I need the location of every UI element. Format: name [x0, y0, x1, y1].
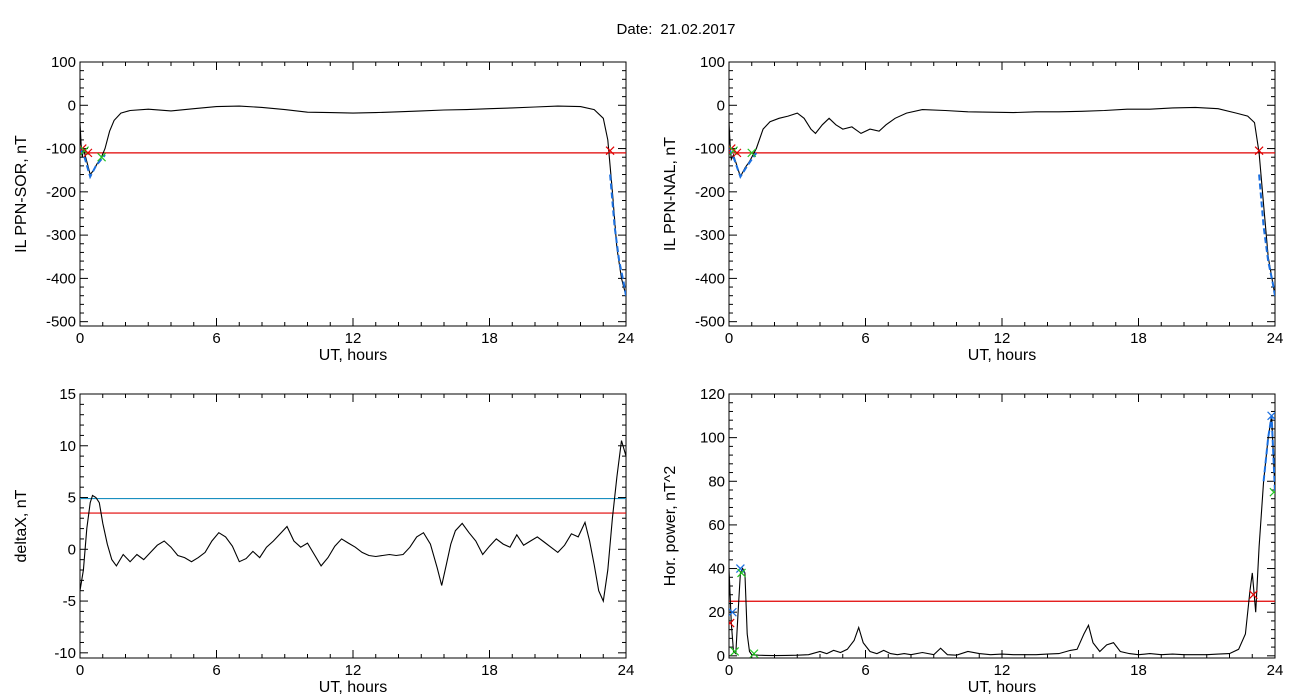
- y-axis-label: IL PPN-SOR, nT: [13, 135, 30, 253]
- x-axis-label: UT, hours: [319, 347, 387, 364]
- x-tick-label: 0: [725, 330, 733, 347]
- x-tick-label: 6: [212, 662, 220, 679]
- x-tick-label: 24: [1267, 330, 1284, 347]
- x-tick-label: 6: [861, 662, 869, 679]
- data-marker: [1254, 146, 1264, 156]
- y-tick-label: -400: [695, 270, 725, 287]
- y-tick-label: -300: [695, 227, 725, 244]
- x-tick-label: 18: [481, 330, 498, 347]
- plot-area: [729, 106, 1275, 296]
- data-marker: [747, 148, 757, 158]
- y-tick-label: 0: [717, 97, 725, 114]
- y-tick-label: -300: [46, 227, 76, 244]
- chart-panel-hor_power: 0 6 12 18 24 120 100 80 60 40 20 0 UT, hours Hor. pow…: [662, 386, 1283, 696]
- y-tick-label: 20: [708, 604, 725, 621]
- data-marker: [605, 146, 615, 156]
- y-tick-label: 100: [700, 430, 725, 447]
- y-tick-label: 0: [68, 541, 76, 558]
- x-tick-label: 0: [76, 330, 84, 347]
- y-tick-label: -200: [695, 184, 725, 201]
- x-tick-label: 12: [345, 330, 362, 347]
- highlight-segment: [1262, 415, 1275, 493]
- x-axis-label: UT, hours: [968, 347, 1036, 364]
- chart-panel-il_sor: 0 6 12 18 24 100 0 -100 -200 -300 -400 -500 UT, hour…: [13, 54, 634, 364]
- data-marker: [1267, 411, 1275, 421]
- series-line: [80, 440, 626, 604]
- data-marker: [737, 568, 746, 578]
- plot-frame: [728, 393, 1276, 659]
- figure-title: Date: 21.02.2017: [617, 21, 736, 38]
- x-tick-label: 6: [861, 330, 869, 347]
- plot-frame: [79, 393, 627, 659]
- y-axis-label: Hor. power, nT^2: [662, 466, 679, 587]
- data-marker: [1269, 487, 1275, 497]
- y-tick-label: 60: [708, 517, 725, 534]
- y-tick-label: -10: [54, 645, 76, 662]
- x-tick-label: 24: [618, 662, 635, 679]
- y-tick-label: -5: [63, 593, 76, 610]
- plot-area: [80, 440, 626, 604]
- y-tick-label: 100: [51, 54, 76, 71]
- data-marker: [732, 148, 742, 158]
- y-tick-label: -100: [695, 141, 725, 158]
- x-tick-label: 12: [345, 662, 362, 679]
- x-axis-label: UT, hours: [968, 679, 1036, 696]
- highlight-segment: [609, 174, 626, 296]
- y-tick-label: 40: [708, 561, 725, 578]
- y-tick-label: 120: [700, 386, 725, 403]
- x-tick-label: 12: [994, 662, 1011, 679]
- y-tick-label: 15: [59, 386, 76, 403]
- y-tick-label: 0: [717, 648, 725, 665]
- x-axis-label: UT, hours: [319, 679, 387, 696]
- y-tick-label: -500: [46, 314, 76, 331]
- chart-panel-il_nal: 0 6 12 18 24 100 0 -100 -200 -300 -400 -500 UT, hour…: [662, 54, 1283, 364]
- y-tick-label: 0: [68, 97, 76, 114]
- plot-area: [729, 411, 1275, 658]
- data-marker: [729, 607, 737, 617]
- data-marker: [97, 152, 107, 162]
- x-tick-label: 0: [725, 662, 733, 679]
- data-marker: [730, 647, 740, 656]
- data-marker: [83, 148, 93, 158]
- x-tick-label: 18: [481, 662, 498, 679]
- y-tick-label: 5: [68, 490, 76, 507]
- highlight-segment: [80, 148, 106, 180]
- y-tick-label: -100: [46, 141, 76, 158]
- x-tick-label: 6: [212, 330, 220, 347]
- data-marker: [749, 649, 759, 658]
- highlight-segment: [1258, 174, 1275, 296]
- data-marker: [729, 618, 735, 628]
- y-tick-label: -500: [695, 314, 725, 331]
- series-line: [729, 415, 1275, 657]
- chart-panel-deltax: 0 6 12 18 24 15 10 5 0 -5 -10 UT, hours deltaX, nT: [13, 386, 634, 696]
- series-line: [80, 105, 626, 296]
- y-tick-label: -200: [46, 184, 76, 201]
- y-tick-label: 10: [59, 438, 76, 455]
- y-tick-label: -400: [46, 270, 76, 287]
- x-tick-label: 0: [76, 662, 84, 679]
- x-tick-label: 24: [618, 330, 635, 347]
- plot-frame: [728, 61, 1276, 327]
- y-axis-label: IL PPN-NAL, nT: [662, 137, 679, 251]
- plot-area: [80, 105, 626, 296]
- date-value: 21.02.2017: [660, 21, 735, 38]
- x-tick-label: 12: [994, 330, 1011, 347]
- plot-frame: [79, 61, 627, 327]
- x-tick-label: 24: [1267, 662, 1284, 679]
- y-axis-label: deltaX, nT: [13, 489, 30, 562]
- highlight-segment: [729, 148, 758, 179]
- y-tick-label: 100: [700, 54, 725, 71]
- date-prefix: Date:: [617, 21, 653, 38]
- series-line: [729, 106, 1275, 296]
- x-tick-label: 18: [1130, 330, 1147, 347]
- x-tick-label: 18: [1130, 662, 1147, 679]
- y-tick-label: 80: [708, 473, 725, 490]
- data-marker: [1248, 590, 1258, 600]
